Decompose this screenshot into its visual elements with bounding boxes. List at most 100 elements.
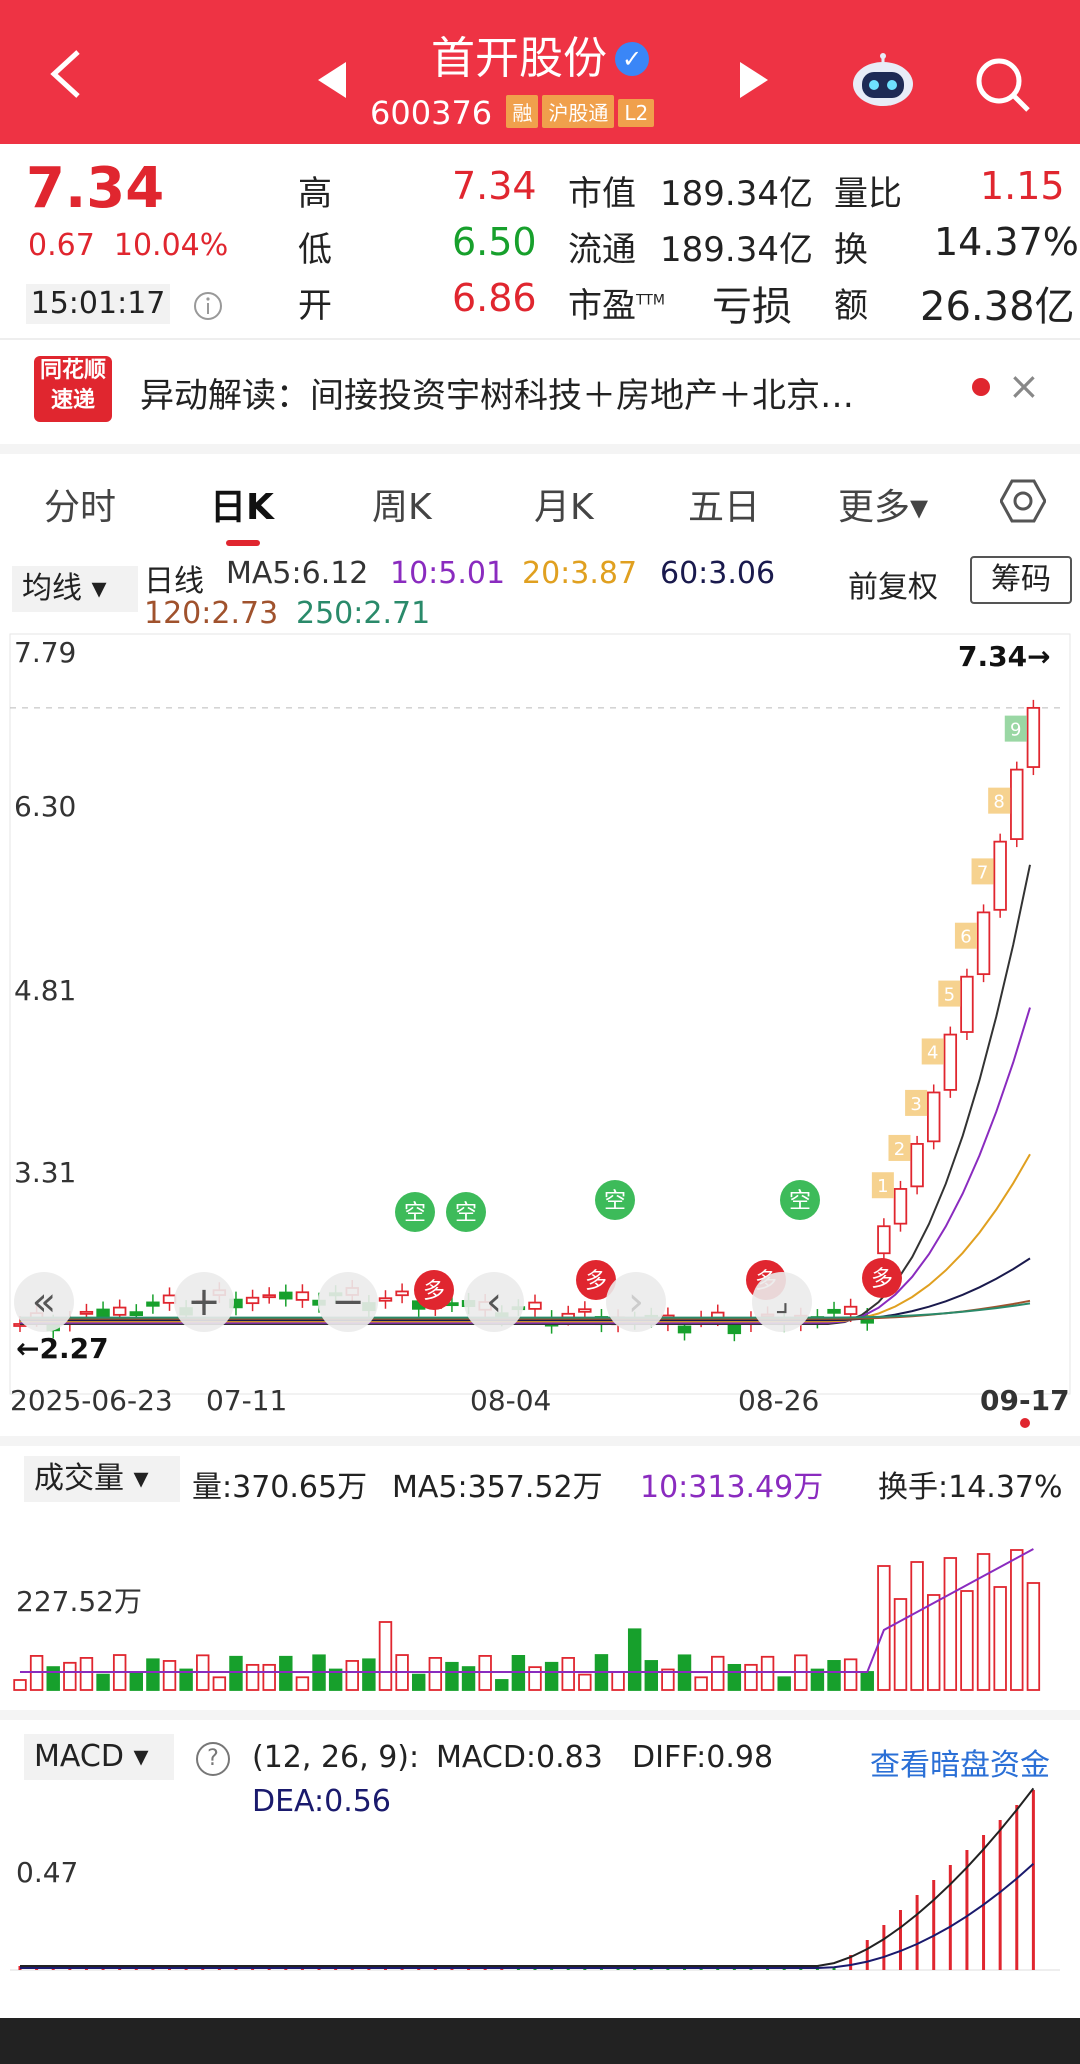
ma120-value: 120:2.73 (144, 596, 279, 631)
candle (976, 911, 991, 976)
signal-kong-icon (595, 1180, 635, 1220)
count-label: 6 (960, 927, 971, 948)
volume-bar (345, 1660, 359, 1691)
amount-value: 26.38亿 (920, 284, 1075, 330)
stock-code-row: 600376 融沪股通 L2 (370, 94, 655, 132)
current-price: 7.34 (26, 156, 165, 221)
section-gap (0, 444, 1080, 454)
candle (262, 1294, 276, 1299)
info-icon[interactable] (192, 290, 224, 322)
signal-kong-icon (395, 1192, 435, 1232)
tab-daily-k[interactable]: 日K (210, 487, 274, 528)
tip-text: 异动解读：间接投资宇树科技＋房地产＋北京… (140, 376, 854, 416)
ma5-value: MA5:6.12 (226, 556, 369, 591)
candle (378, 1297, 393, 1302)
prev-stock-icon[interactable] (318, 62, 346, 98)
header-bar: 首开股份 ✓ 600376 融沪股通 L2 (0, 0, 1080, 144)
volume-bar (295, 1676, 310, 1691)
volume-bar (644, 1660, 659, 1691)
chart-settings-icon[interactable] (1000, 478, 1046, 524)
section-gap (0, 1436, 1080, 1446)
volume-ma10: 10:313.49万 (640, 1470, 824, 1505)
date-label: 08-26 (738, 1384, 820, 1417)
next-stock-icon[interactable] (740, 62, 768, 98)
news-tip-bar[interactable]: 同花顺 速递 异动解读：间接投资宇树科技＋房地产＋北京… × (0, 350, 1080, 440)
zoom-out-icon[interactable]: − (318, 1272, 378, 1332)
volume-bar (362, 1658, 376, 1691)
tab-weekly-k[interactable]: 周K (372, 487, 432, 528)
date-label: 2025-06-23 (10, 1384, 173, 1417)
scroll-left-icon[interactable]: « (14, 1272, 74, 1332)
dark-pool-link[interactable]: 查看暗盘资金 (870, 1748, 1050, 1783)
robot-assistant-icon[interactable] (850, 52, 916, 108)
stock-title: 首开股份 ✓ (0, 22, 1080, 86)
period-low-tag: ←2.27 (16, 1332, 109, 1365)
candle (877, 1225, 891, 1255)
count-label: 7 (977, 862, 988, 883)
volume-bar (428, 1657, 443, 1691)
signal-duo-icon (414, 1270, 454, 1310)
chip-button[interactable]: 筹码 (970, 556, 1072, 604)
adjust-select[interactable]: 前复权 (848, 570, 938, 605)
candle (245, 1296, 260, 1305)
count-label: 3 (910, 1094, 921, 1115)
volume-bar (378, 1621, 393, 1691)
volume-bar (179, 1668, 193, 1691)
count-label: 5 (944, 985, 955, 1006)
volume-bar (727, 1663, 742, 1691)
back-icon[interactable] (40, 44, 100, 104)
low-label: 低 (298, 230, 332, 270)
macd-select[interactable]: MACD ▾ (24, 1734, 174, 1780)
tab-intraday[interactable]: 分时 (44, 487, 117, 528)
volume-bar (146, 1658, 160, 1691)
count-badge (871, 1172, 894, 1199)
volume-ma5: MA5:357.52万 (392, 1470, 603, 1505)
search-icon[interactable] (972, 54, 1032, 114)
tab-monthly-k[interactable]: 月K (534, 487, 594, 528)
signal-kong-label: 空 (455, 1201, 477, 1226)
volume-ma-line (20, 1548, 1034, 1673)
volume-y-label: 227.52万 (16, 1585, 142, 1618)
close-icon[interactable]: × (1008, 364, 1040, 408)
volume-bar (611, 1671, 625, 1691)
bottom-toolbar (0, 2018, 1080, 2064)
count-label: 9 (1010, 720, 1021, 741)
step-back-icon[interactable]: ‹ (464, 1272, 524, 1332)
volume-bar (63, 1661, 77, 1691)
volume-select[interactable]: 成交量 ▾ (24, 1456, 180, 1502)
high-label: 高 (298, 174, 332, 214)
macd-value: MACD:0.83 (436, 1740, 603, 1775)
count-label: 2 (894, 1139, 905, 1160)
signal-duo-label: 多 (585, 1269, 607, 1294)
amount-label: 额 (834, 286, 868, 326)
tab-five-day[interactable]: 五日 (688, 487, 761, 528)
signal-duo-icon (576, 1260, 616, 1300)
candle (112, 1306, 127, 1316)
date-label: 07-11 (206, 1384, 288, 1417)
pe-value: 亏损 (712, 284, 792, 330)
tab-more[interactable]: 更多▾ (838, 487, 929, 528)
kline-chart[interactable]: 空空空空多多多多123456789 (0, 630, 1080, 1400)
help-icon[interactable]: ? (196, 1742, 230, 1776)
ma-select[interactable]: 均线 ▾ (12, 566, 138, 612)
candle (279, 1291, 293, 1300)
volume-bar (960, 1590, 974, 1691)
macd-chart[interactable] (0, 1780, 1080, 2000)
step-forward-icon[interactable]: › (606, 1272, 666, 1332)
signal-kong-label: 空 (789, 1189, 811, 1214)
volume-value: 量:370.65万 (192, 1470, 368, 1505)
ths-logo: 同花顺 速递 (34, 356, 112, 422)
volume-bar (561, 1657, 575, 1691)
low-value: 6.50 (452, 220, 537, 264)
volume-bar (893, 1598, 908, 1691)
count-label: 4 (927, 1042, 938, 1063)
volume-bar (212, 1676, 227, 1691)
y-tick-label: 7.79 (14, 636, 77, 669)
fullscreen-icon[interactable]: ⌟ (752, 1272, 812, 1332)
macd-y-label: 0.47 (16, 1856, 79, 1889)
signal-duo-label: 多 (871, 1267, 893, 1292)
volume-bar (262, 1663, 276, 1691)
signal-kong-icon (780, 1180, 820, 1220)
zoom-in-icon[interactable]: + (174, 1272, 234, 1332)
volume-chart[interactable] (0, 1500, 1080, 1700)
